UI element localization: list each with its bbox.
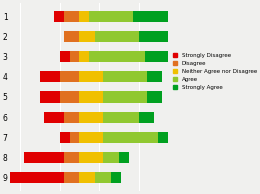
Bar bbox=[80, 31, 95, 42]
Bar bbox=[80, 172, 95, 183]
Bar bbox=[24, 152, 64, 163]
Bar bbox=[89, 11, 133, 22]
Bar bbox=[70, 51, 80, 62]
Bar bbox=[147, 71, 162, 82]
Bar bbox=[89, 51, 145, 62]
Bar bbox=[80, 112, 103, 123]
Bar bbox=[103, 71, 147, 82]
Bar bbox=[80, 11, 89, 22]
Bar bbox=[80, 71, 103, 82]
Bar bbox=[80, 132, 103, 143]
Bar bbox=[70, 132, 80, 143]
Bar bbox=[60, 51, 70, 62]
Bar bbox=[111, 172, 121, 183]
Bar bbox=[54, 11, 64, 22]
Bar bbox=[60, 132, 70, 143]
Bar bbox=[4, 172, 64, 183]
Bar bbox=[60, 71, 80, 82]
Bar bbox=[119, 152, 129, 163]
Bar bbox=[103, 92, 147, 102]
Bar bbox=[80, 92, 103, 102]
Bar bbox=[103, 112, 139, 123]
Bar bbox=[64, 172, 80, 183]
Legend: Strongly Disagree, Disagree, Neither Agree nor Disagree, Agree, Strongly Agree: Strongly Disagree, Disagree, Neither Agr… bbox=[173, 53, 257, 90]
Bar bbox=[95, 31, 139, 42]
Bar bbox=[64, 31, 80, 42]
Bar bbox=[44, 112, 64, 123]
Bar bbox=[133, 11, 188, 22]
Bar bbox=[147, 92, 162, 102]
Bar bbox=[103, 152, 119, 163]
Bar bbox=[64, 112, 80, 123]
Bar bbox=[64, 152, 80, 163]
Bar bbox=[60, 92, 80, 102]
Bar bbox=[103, 132, 158, 143]
Bar bbox=[40, 71, 60, 82]
Bar bbox=[145, 51, 208, 62]
Bar bbox=[40, 92, 60, 102]
Bar bbox=[95, 172, 111, 183]
Bar bbox=[139, 31, 202, 42]
Bar bbox=[158, 132, 194, 143]
Bar bbox=[64, 11, 80, 22]
Bar bbox=[80, 152, 103, 163]
Bar bbox=[80, 51, 89, 62]
Bar bbox=[139, 112, 154, 123]
